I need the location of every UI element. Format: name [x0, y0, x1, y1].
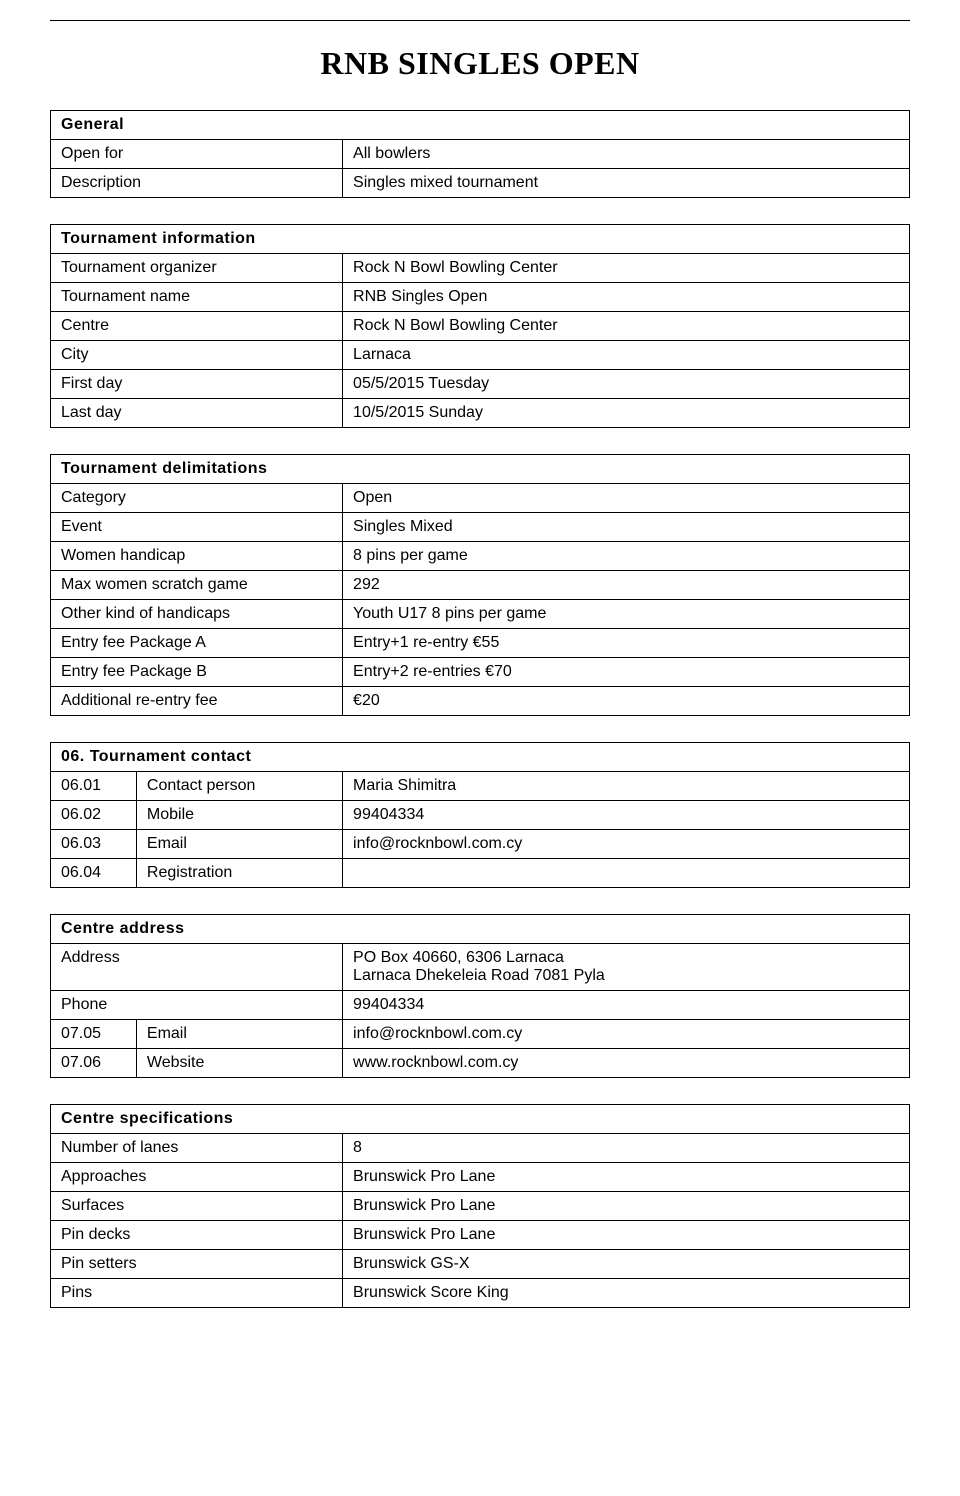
reentry-label: Additional re-entry fee — [51, 687, 343, 716]
category-label: Category — [51, 484, 343, 513]
fee-b-value: Entry+2 re-entries €70 — [343, 658, 910, 687]
contact-r4-num: 06.04 — [51, 859, 137, 888]
fee-a-label: Entry fee Package A — [51, 629, 343, 658]
pinsetters-value: Brunswick GS-X — [343, 1250, 910, 1279]
first-day-label: First day — [51, 370, 343, 399]
centre-address-table: Centre address Address PO Box 40660, 630… — [50, 914, 910, 1078]
centre-value: Rock N Bowl Bowling Center — [343, 312, 910, 341]
other-handicaps-value: Youth U17 8 pins per game — [343, 600, 910, 629]
organizer-value: Rock N Bowl Bowling Center — [343, 254, 910, 283]
pins-label: Pins — [51, 1279, 343, 1308]
address-value: PO Box 40660, 6306 Larnaca Larnaca Dheke… — [343, 944, 910, 991]
max-scratch-value: 292 — [343, 571, 910, 600]
category-value: Open — [343, 484, 910, 513]
contact-r2-value: 99404334 — [343, 801, 910, 830]
event-value: Singles Mixed — [343, 513, 910, 542]
contact-r1-num: 06.01 — [51, 772, 137, 801]
centre-web-label: Website — [136, 1049, 342, 1078]
fee-b-label: Entry fee Package B — [51, 658, 343, 687]
lanes-value: 8 — [343, 1134, 910, 1163]
address-line2: Larnaca Dhekeleia Road 7081 Pyla — [353, 967, 605, 984]
description-label: Description — [51, 169, 343, 198]
women-handicap-value: 8 pins per game — [343, 542, 910, 571]
surfaces-label: Surfaces — [51, 1192, 343, 1221]
contact-table: 06. Tournament contact 06.01 Contact per… — [50, 742, 910, 888]
pins-value: Brunswick Score King — [343, 1279, 910, 1308]
surfaces-value: Brunswick Pro Lane — [343, 1192, 910, 1221]
contact-r3-label: Email — [136, 830, 342, 859]
pinsetters-label: Pin setters — [51, 1250, 343, 1279]
delimitations-table: Tournament delimitations Category Open E… — [50, 454, 910, 716]
address-label: Address — [51, 944, 343, 991]
last-day-value: 10/5/2015 Sunday — [343, 399, 910, 428]
lanes-label: Number of lanes — [51, 1134, 343, 1163]
centre-label: Centre — [51, 312, 343, 341]
contact-r4-value — [343, 859, 910, 888]
contact-r1-label: Contact person — [136, 772, 342, 801]
centre-spec-header: Centre specifications — [51, 1105, 910, 1134]
centre-address-header: Centre address — [51, 915, 910, 944]
open-for-value: All bowlers — [343, 140, 910, 169]
tournament-info-header: Tournament information — [51, 225, 910, 254]
phone-value: 99404334 — [343, 991, 910, 1020]
centre-email-label: Email — [136, 1020, 342, 1049]
general-table: General Open for All bowlers Description… — [50, 110, 910, 198]
open-for-label: Open for — [51, 140, 343, 169]
page: RNB SINGLES OPEN General Open for All bo… — [0, 0, 960, 1348]
other-handicaps-label: Other kind of handicaps — [51, 600, 343, 629]
event-label: Event — [51, 513, 343, 542]
top-rule — [50, 20, 910, 21]
centre-web-num: 07.06 — [51, 1049, 137, 1078]
contact-r3-value: info@rocknbowl.com.cy — [343, 830, 910, 859]
organizer-label: Tournament organizer — [51, 254, 343, 283]
tournament-name-value: RNB Singles Open — [343, 283, 910, 312]
contact-r2-num: 06.02 — [51, 801, 137, 830]
reentry-value: €20 — [343, 687, 910, 716]
last-day-label: Last day — [51, 399, 343, 428]
centre-spec-table: Centre specifications Number of lanes 8 … — [50, 1104, 910, 1308]
contact-r4-label: Registration — [136, 859, 342, 888]
first-day-value: 05/5/2015 Tuesday — [343, 370, 910, 399]
city-value: Larnaca — [343, 341, 910, 370]
max-scratch-label: Max women scratch game — [51, 571, 343, 600]
contact-r1-value: Maria Shimitra — [343, 772, 910, 801]
contact-header: 06. Tournament contact — [51, 743, 910, 772]
delimitations-header: Tournament delimitations — [51, 455, 910, 484]
city-label: City — [51, 341, 343, 370]
tournament-info-table: Tournament information Tournament organi… — [50, 224, 910, 428]
description-value: Singles mixed tournament — [343, 169, 910, 198]
fee-a-value: Entry+1 re-entry €55 — [343, 629, 910, 658]
contact-r3-num: 06.03 — [51, 830, 137, 859]
approaches-value: Brunswick Pro Lane — [343, 1163, 910, 1192]
centre-email-num: 07.05 — [51, 1020, 137, 1049]
address-line1: PO Box 40660, 6306 Larnaca — [353, 949, 564, 966]
tournament-name-label: Tournament name — [51, 283, 343, 312]
phone-label: Phone — [51, 991, 343, 1020]
pindecks-label: Pin decks — [51, 1221, 343, 1250]
general-header: General — [51, 111, 910, 140]
approaches-label: Approaches — [51, 1163, 343, 1192]
centre-web-value: www.rocknbowl.com.cy — [343, 1049, 910, 1078]
contact-r2-label: Mobile — [136, 801, 342, 830]
women-handicap-label: Women handicap — [51, 542, 343, 571]
pindecks-value: Brunswick Pro Lane — [343, 1221, 910, 1250]
centre-email-value: info@rocknbowl.com.cy — [343, 1020, 910, 1049]
page-title: RNB SINGLES OPEN — [50, 45, 910, 82]
